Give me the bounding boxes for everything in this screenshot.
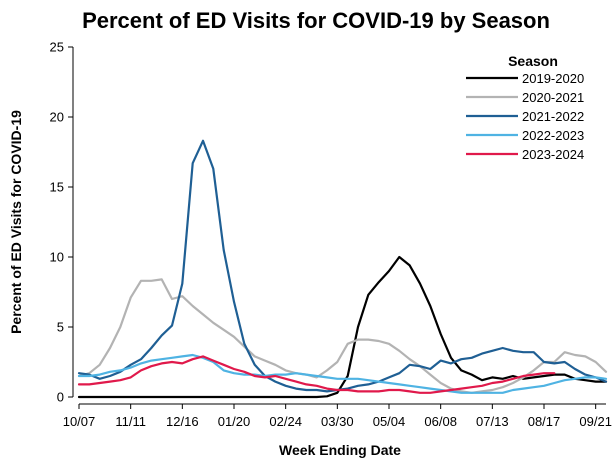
x-axis-title: Week Ending Date (279, 442, 401, 458)
legend-item: 2019-2020 (466, 71, 584, 86)
y-tick-label: 5 (57, 320, 64, 335)
y-tick-label: 20 (50, 110, 64, 125)
x-tick-label: 02/24 (269, 414, 302, 429)
series-line-2020-2021 (77, 278, 608, 394)
x-tick-label: 11/11 (115, 414, 146, 429)
series-line-2023-2024 (77, 355, 556, 394)
legend-label: 2019-2020 (522, 71, 584, 86)
legend-label: 2020-2021 (522, 90, 584, 105)
legend-item: 2023-2024 (466, 147, 584, 162)
legend-label: 2021-2022 (522, 109, 584, 124)
y-tick-label: 10 (50, 250, 64, 265)
y-tick-label: 0 (57, 390, 64, 405)
x-tick-label: 06/08 (424, 414, 457, 429)
series-group (77, 139, 608, 399)
x-tick-label: 07/13 (476, 414, 509, 429)
x-tick-label: 05/04 (373, 414, 406, 429)
x-tick-label: 01/20 (218, 414, 251, 429)
legend-label: 2022-2023 (522, 128, 584, 143)
x-tick-label: 08/17 (528, 414, 561, 429)
legend-title: Season (508, 53, 558, 69)
legend-item: 2020-2021 (466, 90, 584, 105)
legend-label: 2023-2024 (522, 147, 584, 162)
y-axis-title: Percent of ED Visits for COVID-19 (8, 110, 24, 334)
x-tick-label: 09/21 (579, 414, 612, 429)
legend-item: 2021-2022 (466, 109, 584, 124)
x-tick-label: 03/30 (321, 414, 354, 429)
x-tick-label: 12/16 (166, 414, 199, 429)
legend: Season 2019-2020 2020-2021 2021-2022 2022-20… (466, 53, 584, 162)
series-line-2022-2023 (77, 353, 608, 394)
axes: 0 5 10 15 20 25 10/07 11/11 12/16 01/20 02/24 03/30… (50, 40, 612, 430)
y-tick-label: 15 (50, 180, 64, 195)
series-2023-2024 (77, 355, 556, 394)
series-2022-2023 (77, 353, 608, 394)
y-tick-label: 25 (50, 40, 64, 55)
x-tick-label: 10/07 (63, 414, 96, 429)
chart-title: Percent of ED Visits for COVID-19 by Sea… (82, 8, 550, 33)
legend-item: 2022-2023 (466, 128, 584, 143)
